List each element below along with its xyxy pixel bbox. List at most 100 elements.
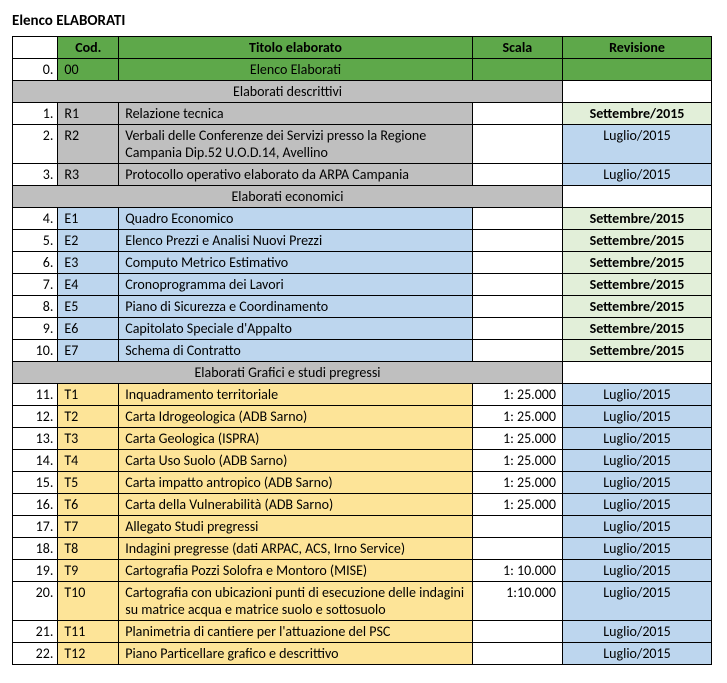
cell-num: 0. bbox=[13, 59, 58, 81]
cell-rev: Settembre/2015 bbox=[563, 103, 712, 125]
cell-cod: T12 bbox=[58, 643, 119, 665]
cell-num: 3. bbox=[13, 164, 58, 186]
cell-num: 2. bbox=[13, 125, 58, 164]
cell-cod: T2 bbox=[58, 406, 119, 428]
table-row: 22.T12Piano Particellare grafico e descr… bbox=[13, 643, 712, 665]
cell-rev: Settembre/2015 bbox=[563, 208, 712, 230]
cell-num: 6. bbox=[13, 252, 58, 274]
cell-cod: E7 bbox=[58, 340, 119, 362]
cell-rev: Settembre/2015 bbox=[563, 230, 712, 252]
cell-scala bbox=[472, 125, 562, 164]
table-row: 4.E1Quadro EconomicoSettembre/2015 bbox=[13, 208, 712, 230]
cell-num: 9. bbox=[13, 318, 58, 340]
table-row: 0.00Elenco Elaborati bbox=[13, 59, 712, 81]
cell-num: 20. bbox=[13, 582, 58, 621]
cell-scala: 1:10.000 bbox=[472, 582, 562, 621]
cell-scala bbox=[472, 230, 562, 252]
cell-tit: Indagini pregresse (dati ARPAC, ACS, Irn… bbox=[119, 538, 472, 560]
section-header: Elaborati descrittivi bbox=[13, 81, 712, 103]
table-row: 21.T11Planimetria di cantiere per l'attu… bbox=[13, 621, 712, 643]
cell-cod: T11 bbox=[58, 621, 119, 643]
cell-num: 14. bbox=[13, 450, 58, 472]
cell-tit: Verbali delle Conferenze dei Servizi pre… bbox=[119, 125, 472, 164]
header-row: Cod.Titolo elaboratoScalaRevisione bbox=[13, 37, 712, 59]
cell-tit: Carta Uso Suolo (ADB Sarno) bbox=[119, 450, 472, 472]
cell-cod: E3 bbox=[58, 252, 119, 274]
cell-num: 8. bbox=[13, 296, 58, 318]
cell-cod: R2 bbox=[58, 125, 119, 164]
cell-rev: Luglio/2015 bbox=[563, 621, 712, 643]
cell-cod: T7 bbox=[58, 516, 119, 538]
cell-tit: Piano di Sicurezza e Coordinamento bbox=[119, 296, 472, 318]
cell-num: 4. bbox=[13, 208, 58, 230]
cell-scala: 1: 25.000 bbox=[472, 450, 562, 472]
cell-cod: E2 bbox=[58, 230, 119, 252]
section-title: Elaborati economici bbox=[13, 186, 563, 208]
cell-cod: T10 bbox=[58, 582, 119, 621]
cell-rev: Luglio/2015 bbox=[563, 516, 712, 538]
cell-cod: R1 bbox=[58, 103, 119, 125]
section-title: Elaborati descrittivi bbox=[13, 81, 563, 103]
cell-tit: Piano Particellare grafico e descrittivo bbox=[119, 643, 472, 665]
cell-rev: Luglio/2015 bbox=[563, 560, 712, 582]
table-row: 8.E5Piano di Sicurezza e CoordinamentoSe… bbox=[13, 296, 712, 318]
cell-scala: 1: 25.000 bbox=[472, 428, 562, 450]
cell-cod: E5 bbox=[58, 296, 119, 318]
cell-cod: 00 bbox=[58, 59, 119, 81]
cell-num: 17. bbox=[13, 516, 58, 538]
table-row: 5.E2Elenco Prezzi e Analisi Nuovi Prezzi… bbox=[13, 230, 712, 252]
table-row: 15.T5Carta impatto antropico (ADB Sarno)… bbox=[13, 472, 712, 494]
cell-num: 13. bbox=[13, 428, 58, 450]
cell-scala bbox=[472, 340, 562, 362]
cell-num: 16. bbox=[13, 494, 58, 516]
cell-cod: T3 bbox=[58, 428, 119, 450]
cell-scala bbox=[472, 274, 562, 296]
table-row: 19.T9Cartografia Pozzi Solofra e Montoro… bbox=[13, 560, 712, 582]
cell-scala bbox=[472, 621, 562, 643]
cell-tit: Elenco Elaborati bbox=[119, 59, 472, 81]
table-row: 13.T3Carta Geologica (ISPRA)1: 25.000Lug… bbox=[13, 428, 712, 450]
header-scala: Scala bbox=[472, 37, 562, 59]
page-title: Elenco ELABORATI bbox=[12, 12, 715, 30]
section-header: Elaborati Grafici e studi pregressi bbox=[13, 362, 712, 384]
cell-tit: Allegato Studi pregressi bbox=[119, 516, 472, 538]
table-row: 10.E7Schema di ContrattoSettembre/2015 bbox=[13, 340, 712, 362]
cell-num: 11. bbox=[13, 384, 58, 406]
cell-rev: Settembre/2015 bbox=[563, 318, 712, 340]
cell-tit: Protocollo operativo elaborato da ARPA C… bbox=[119, 164, 472, 186]
cell-cod: T5 bbox=[58, 472, 119, 494]
cell-cod: T1 bbox=[58, 384, 119, 406]
header-empty bbox=[13, 37, 58, 59]
cell-num: 21. bbox=[13, 621, 58, 643]
cell-cod: T8 bbox=[58, 538, 119, 560]
table-row: 12.T2Carta Idrogeologica (ADB Sarno)1: 2… bbox=[13, 406, 712, 428]
cell-rev: Luglio/2015 bbox=[563, 428, 712, 450]
cell-scala: 1: 10.000 bbox=[472, 560, 562, 582]
cell-cod: E4 bbox=[58, 274, 119, 296]
cell-cod: T4 bbox=[58, 450, 119, 472]
cell-tit: Inquadramento territoriale bbox=[119, 384, 472, 406]
table-row: 2.R2Verbali delle Conferenze dei Servizi… bbox=[13, 125, 712, 164]
cell-num: 10. bbox=[13, 340, 58, 362]
cell-cod: E6 bbox=[58, 318, 119, 340]
cell-rev: Luglio/2015 bbox=[563, 494, 712, 516]
elaborati-table: Cod.Titolo elaboratoScalaRevisione0.00El… bbox=[12, 36, 712, 665]
cell-cod: R3 bbox=[58, 164, 119, 186]
table-row: 17.T7Allegato Studi pregressi Luglio/2015 bbox=[13, 516, 712, 538]
table-row: 20.T10Cartografia con ubicazioni punti d… bbox=[13, 582, 712, 621]
cell-tit: Cartografia con ubicazioni punti di esec… bbox=[119, 582, 472, 621]
table-row: 1.R1Relazione tecnicaSettembre/2015 bbox=[13, 103, 712, 125]
cell-num: 5. bbox=[13, 230, 58, 252]
cell-tit: Elenco Prezzi e Analisi Nuovi Prezzi bbox=[119, 230, 472, 252]
cell-rev: Luglio/2015 bbox=[563, 384, 712, 406]
cell-scala: 1: 25.000 bbox=[472, 494, 562, 516]
section-title: Elaborati Grafici e studi pregressi bbox=[13, 362, 563, 384]
cell-num: 19. bbox=[13, 560, 58, 582]
cell-rev: Settembre/2015 bbox=[563, 252, 712, 274]
cell-scala bbox=[472, 318, 562, 340]
cell-rev: Luglio/2015 bbox=[563, 125, 712, 164]
table-row: 3.R3Protocollo operativo elaborato da AR… bbox=[13, 164, 712, 186]
cell-num: 7. bbox=[13, 274, 58, 296]
header-cod: Cod. bbox=[58, 37, 119, 59]
table-row: 14.T4Carta Uso Suolo (ADB Sarno)1: 25.00… bbox=[13, 450, 712, 472]
